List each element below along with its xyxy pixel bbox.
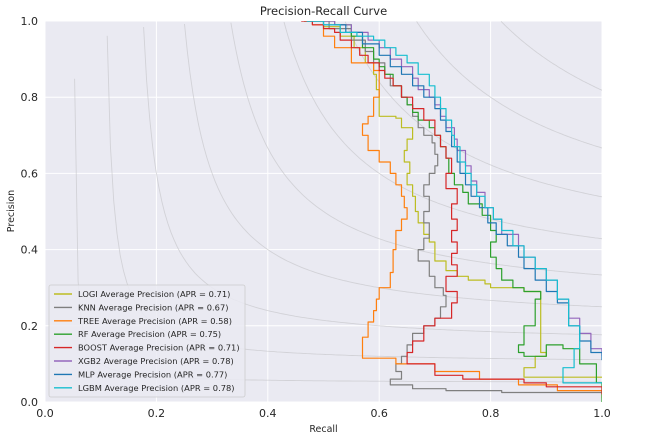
legend-label: KNN Average Precision (APR = 0.67): [78, 302, 228, 312]
y-axis-label: Precision: [6, 190, 17, 232]
y-tick-label: 0.0: [21, 396, 39, 409]
iso-f1-curve: [344, 21, 602, 198]
legend-label: XGB2 Average Precision (APR = 0.78): [78, 356, 234, 366]
legend-label: MLP Average Precision (APR = 0.77): [78, 369, 227, 379]
x-tick-label: 0.4: [259, 407, 277, 420]
iso-f1-curve: [416, 21, 602, 149]
y-tick-label: 0.2: [21, 320, 39, 333]
legend: LOGI Average Precision (APR = 0.71) KNN A…: [48, 284, 246, 398]
x-tick-label: 0.2: [148, 407, 166, 420]
x-tick-label: 1.0: [593, 407, 611, 420]
legend-label: LGBM Average Precision (APR = 0.78): [78, 383, 235, 393]
series-lines: [301, 21, 602, 402]
y-tick-label: 0.6: [21, 167, 39, 180]
iso-f1-curve: [184, 23, 602, 308]
legend-box: [48, 284, 246, 398]
legend-label: RF Average Precision (APR = 0.75): [78, 329, 221, 339]
iso-f1-curve: [500, 21, 602, 91]
legend-label: TREE Average Precision (APR = 0.58): [77, 316, 232, 326]
y-tick-label: 0.8: [21, 91, 39, 104]
legend-label: BOOST Average Precision (APR = 0.71): [78, 343, 240, 353]
series-line-7: [306, 21, 602, 384]
x-tick-label: 0.6: [370, 407, 388, 420]
y-tick-label: 1.0: [21, 15, 39, 28]
chart-title: Precision-Recall Curve: [260, 4, 387, 18]
x-tick-label: 0.8: [482, 407, 500, 420]
series-line-4: [301, 21, 602, 395]
x-tick-label: 0.0: [36, 407, 54, 420]
y-tick-label: 0.4: [21, 244, 39, 257]
iso-f1-curve: [230, 22, 602, 276]
x-axis-label: Recall: [309, 424, 337, 435]
iso-f1-curve: [283, 21, 602, 240]
series-line-3: [304, 21, 602, 402]
tick-labels: 0.0 0.2 0.4 0.6 0.8 1.0 0.0 0.2 0.4 0.6 0.8 1.0: [21, 15, 611, 420]
legend-label: LOGI Average Precision (APR = 0.71): [78, 289, 230, 299]
